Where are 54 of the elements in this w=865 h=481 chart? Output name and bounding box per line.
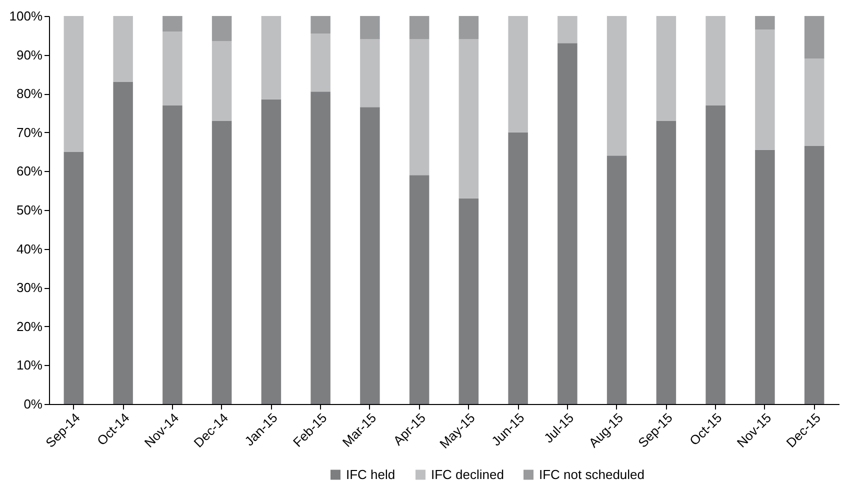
bar	[162, 16, 182, 32]
bar	[458, 16, 479, 40]
y-tick-label: 10%	[16, 358, 43, 373]
bar	[113, 16, 133, 82]
legend-label: IFC not scheduled	[539, 466, 645, 481]
bar	[458, 39, 479, 198]
bar	[162, 32, 182, 106]
bar	[310, 33, 330, 92]
bar	[409, 16, 430, 40]
bar	[360, 39, 380, 108]
bar	[212, 120, 232, 404]
bar	[706, 105, 726, 404]
bar	[113, 82, 133, 404]
bar	[558, 16, 578, 44]
bar	[162, 105, 182, 404]
legend-label: IFC held	[346, 466, 396, 481]
bar	[261, 16, 282, 100]
y-tick-label: 70%	[16, 124, 43, 140]
bar	[606, 156, 627, 404]
legend-label: IFC declined	[431, 466, 504, 481]
y-tick-label: 90%	[16, 47, 43, 62]
bar	[755, 150, 775, 404]
bar	[755, 16, 775, 30]
bar	[755, 30, 775, 150]
bar	[261, 99, 282, 404]
bar	[706, 16, 726, 106]
bar	[64, 16, 84, 152]
bar	[64, 152, 84, 404]
y-tick-label: 20%	[16, 318, 43, 334]
bar	[458, 198, 479, 404]
bar	[310, 16, 330, 34]
bar	[558, 43, 578, 404]
bar	[360, 16, 380, 40]
bar	[360, 107, 380, 404]
bar	[212, 41, 232, 121]
bar	[606, 16, 627, 156]
y-tick-label: 100%	[9, 8, 43, 24]
y-tick-label: 40%	[16, 241, 43, 256]
bar	[656, 16, 676, 121]
bar	[656, 120, 676, 404]
bar	[804, 16, 824, 59]
bar	[804, 58, 824, 146]
bar	[508, 132, 528, 404]
y-tick-label: 60%	[16, 164, 43, 179]
y-tick-label: 0%	[24, 396, 43, 412]
bar	[508, 16, 528, 132]
bar	[409, 39, 430, 176]
y-tick-label: 30%	[16, 280, 43, 296]
bar	[212, 16, 232, 42]
bar	[409, 175, 430, 404]
bar	[310, 92, 330, 404]
y-tick-label: 50%	[16, 202, 43, 218]
bar	[804, 146, 824, 404]
y-tick-label: 80%	[16, 86, 43, 102]
